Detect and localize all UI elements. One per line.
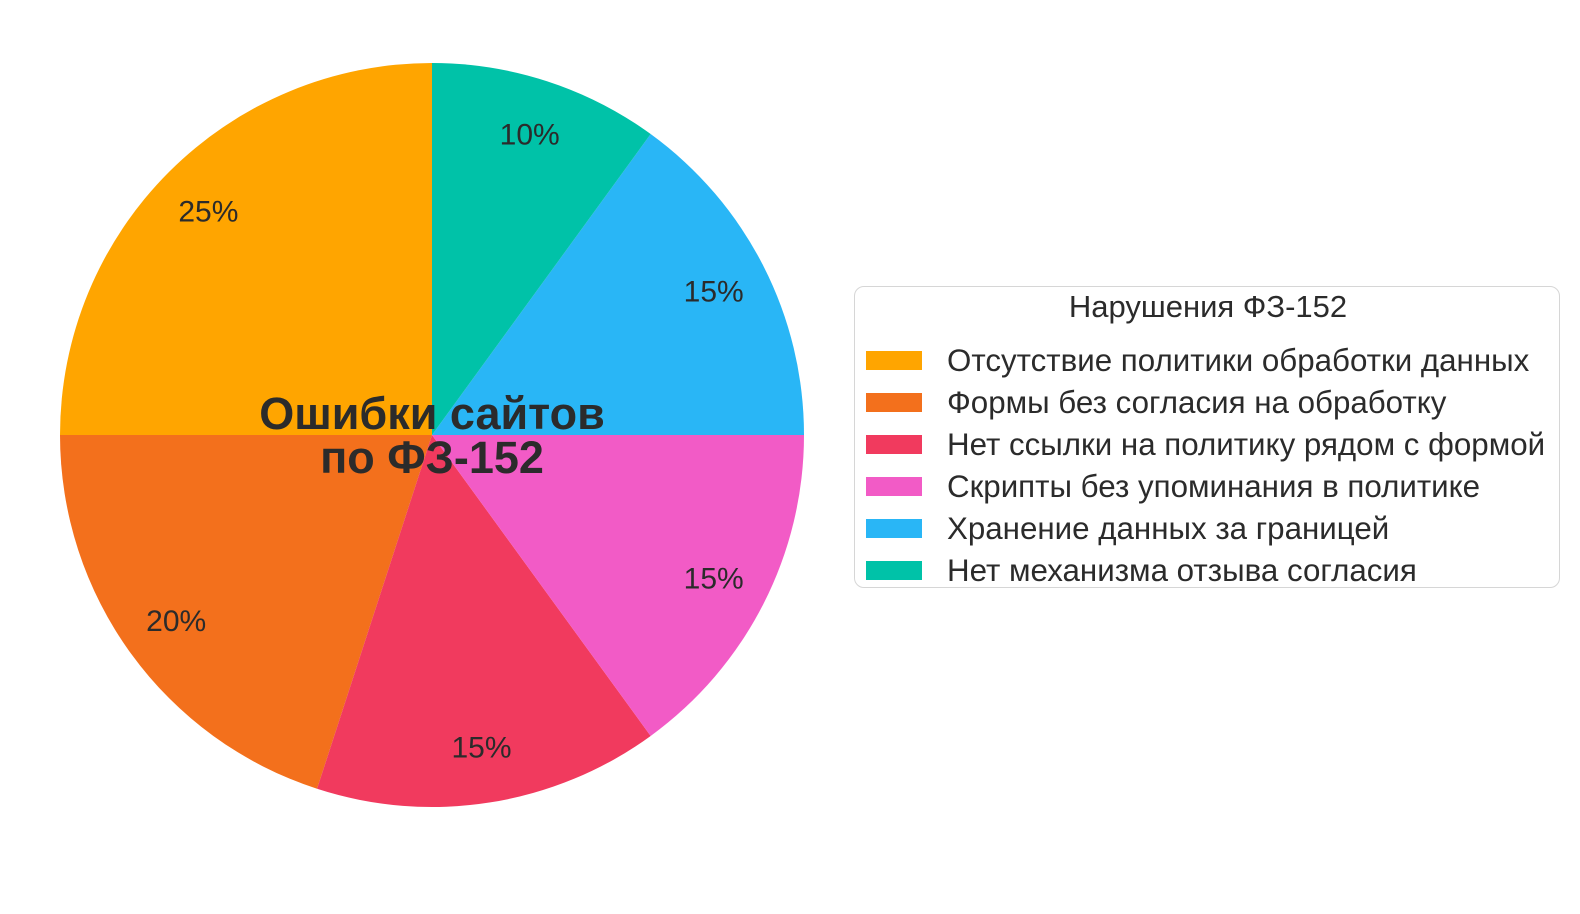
svg-text:10%: 10% bbox=[500, 118, 560, 151]
svg-text:15%: 15% bbox=[684, 275, 744, 308]
svg-text:20%: 20% bbox=[146, 605, 206, 638]
svg-text:25%: 25% bbox=[178, 195, 238, 228]
svg-text:15%: 15% bbox=[684, 563, 744, 596]
svg-text:15%: 15% bbox=[451, 731, 511, 764]
